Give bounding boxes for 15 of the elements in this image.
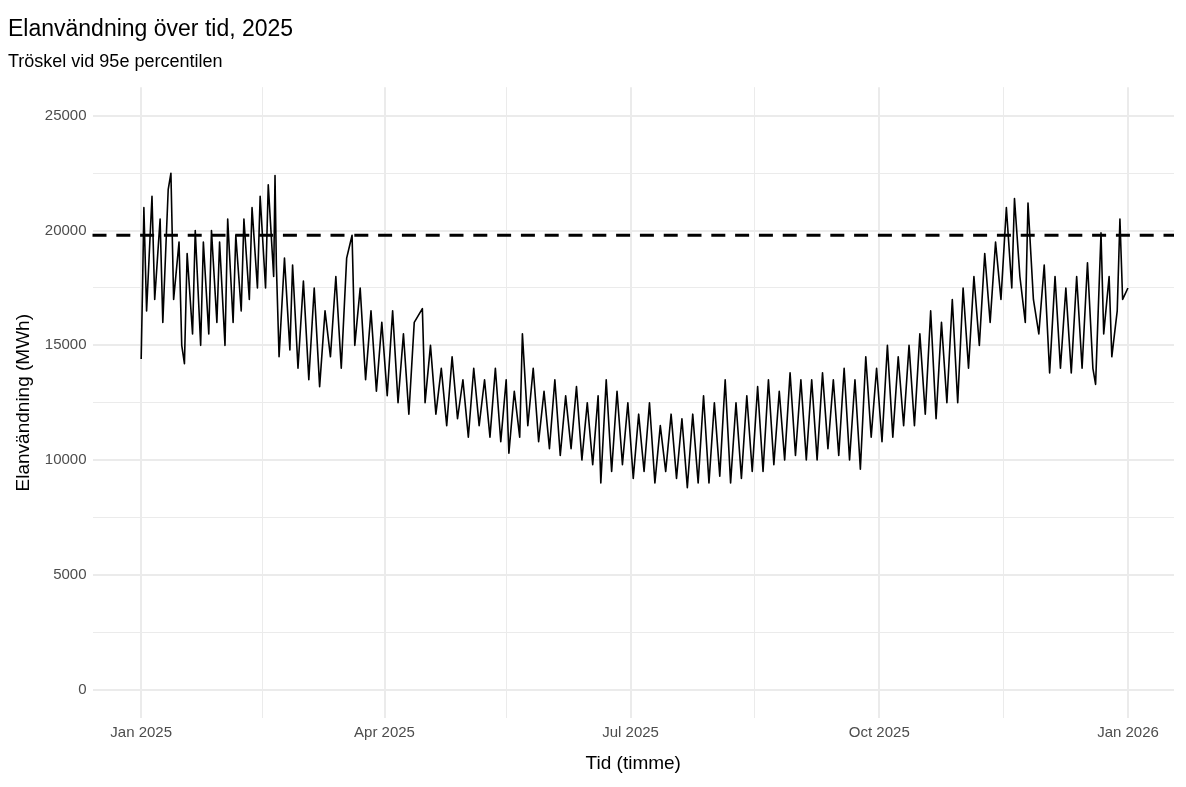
chart-subtitle: Tröskel vid 95e percentilen	[8, 51, 223, 72]
chart-title: Elanvändning över tid, 2025	[8, 15, 294, 42]
y-tick-label: 5000	[53, 564, 87, 582]
x-tick-label: Jul 2025	[602, 723, 659, 741]
x-tick-label: Jan 2026	[1097, 723, 1159, 741]
x-tick-label: Jan 2025	[110, 723, 173, 741]
y-axis-title: Elanvändning (MWh)	[11, 313, 33, 492]
x-tick-label: Oct 2025	[848, 723, 910, 741]
x-tick-label: Apr 2025	[354, 723, 415, 741]
y-tick-label: 10000	[44, 450, 87, 468]
x-axis-title: Tid (timme)	[585, 751, 681, 773]
y-tick-label: 25000	[44, 106, 87, 124]
y-tick-label: 15000	[44, 335, 87, 353]
y-tick-label: 0	[78, 679, 87, 697]
y-tick-label: 20000	[44, 220, 87, 238]
